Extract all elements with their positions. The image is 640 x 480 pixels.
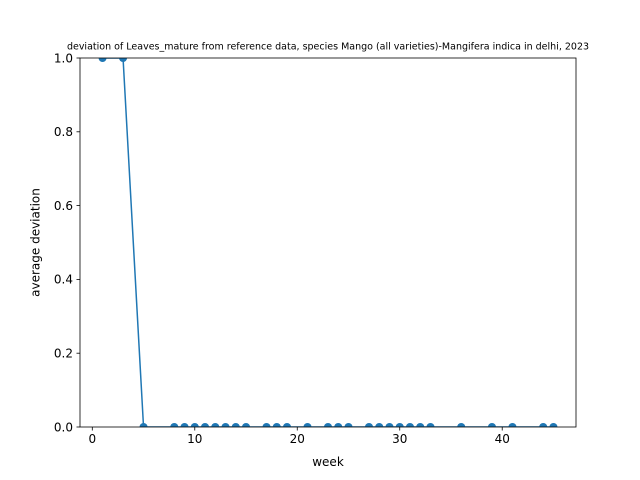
data-point [539, 423, 548, 427]
data-point [98, 58, 107, 62]
data-point [375, 423, 384, 427]
data-point [457, 423, 466, 427]
y-tick-label: 1.0 [54, 51, 73, 65]
x-axis-ticks: 0 10 20 30 40 [88, 427, 510, 446]
data-point [283, 423, 292, 427]
data-point [508, 423, 517, 427]
x-axis-label: week [312, 455, 344, 469]
data-point [416, 423, 425, 427]
data-point [324, 423, 332, 427]
axes-frame [79, 57, 577, 428]
y-tick-label: 0.0 [54, 420, 73, 434]
data-point [119, 58, 128, 62]
y-tick-label: 0.4 [54, 273, 73, 287]
x-tick-label: 30 [392, 432, 407, 446]
data-point [170, 423, 179, 427]
data-point [242, 423, 251, 427]
data-point [344, 423, 353, 427]
data-point [272, 423, 281, 427]
data-point [139, 423, 148, 427]
data-point [405, 423, 414, 427]
data-point [201, 423, 210, 427]
y-tick-label: 0.2 [54, 347, 73, 361]
data-point [262, 423, 271, 427]
y-tick-label: 0.6 [54, 199, 73, 213]
x-tick-label: 10 [187, 432, 202, 446]
data-point [364, 423, 373, 427]
data-point [303, 423, 312, 427]
x-tick-label: 40 [495, 432, 510, 446]
data-point [426, 423, 435, 427]
y-axis-label: average deviation [29, 188, 43, 297]
data-point [385, 423, 394, 427]
data-point [549, 423, 558, 427]
y-axis-ticks: 0.0 0.2 0.4 0.6 0.8 1.0 [54, 51, 80, 434]
data-point [231, 423, 240, 427]
data-point [334, 423, 343, 427]
data-point [221, 423, 230, 427]
series-group [98, 58, 558, 427]
data-point [180, 423, 189, 427]
data-point [395, 423, 404, 427]
x-tick-label: 20 [290, 432, 305, 446]
data-point [211, 423, 220, 427]
data-point [190, 423, 199, 427]
x-tick-label: 0 [88, 432, 96, 446]
y-tick-label: 0.8 [54, 125, 73, 139]
plot-area [79, 57, 577, 428]
data-point [487, 423, 496, 427]
chart-title: deviation of Leaves_mature from referenc… [67, 42, 589, 53]
